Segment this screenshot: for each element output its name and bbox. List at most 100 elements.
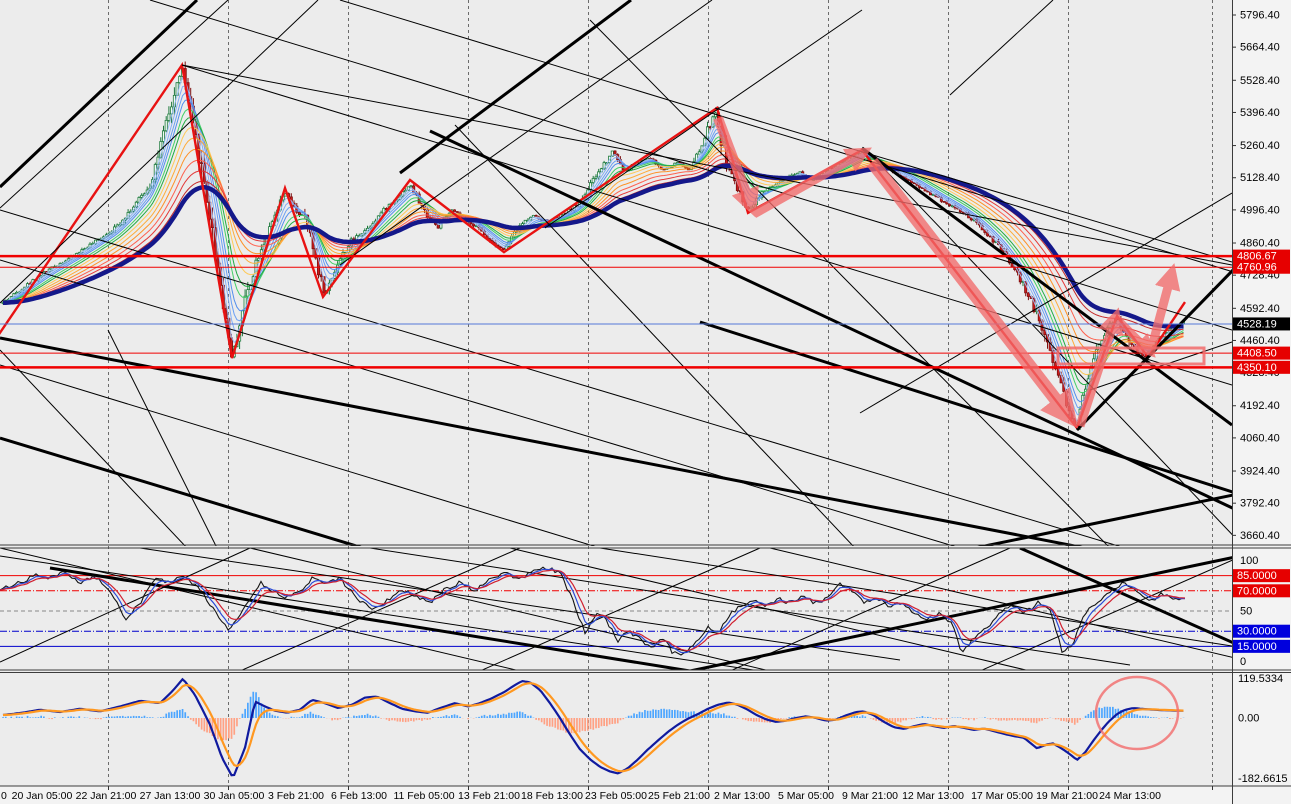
- oscillator-trendline[interactable]: [139, 547, 901, 661]
- trendline[interactable]: [0, 209, 1125, 548]
- time-axis-label[interactable]: 18 Feb 13:00: [521, 790, 583, 802]
- ema-line-p37: [2, 154, 1184, 343]
- price-badge-4528.19: 4528.19: [1237, 318, 1277, 330]
- ema-line-p5: [2, 85, 1184, 416]
- vertical-gridlines: [108, 0, 1213, 786]
- time-axis-label[interactable]: 9 Mar 21:00: [842, 790, 898, 802]
- time-axis-label[interactable]: 6 Feb 13:00: [331, 790, 387, 802]
- oscillator-badge-15-bg: [1233, 639, 1290, 653]
- trend-arrow[interactable]: [866, 158, 1079, 429]
- oscillator-trendline[interactable]: [979, 548, 1260, 671]
- highlight-rectangle[interactable]: [1056, 346, 1206, 366]
- trendline[interactable]: [714, 107, 1232, 263]
- time-axis-label[interactable]: 23 Feb 05:00: [585, 790, 647, 802]
- trendline[interactable]: [0, 436, 363, 548]
- oscillator-badge-30-bg: [1233, 624, 1290, 638]
- trendline[interactable]: [339, 0, 1240, 274]
- time-axis-label[interactable]: 30 Jan 05:00: [204, 790, 265, 802]
- trendline[interactable]: [589, 19, 1110, 548]
- price-badge-4760.96: 4760.96: [1237, 262, 1277, 274]
- price-axis-label: 5396.40: [1240, 107, 1280, 119]
- time-axis-label[interactable]: 13 Feb 21:00: [458, 790, 520, 802]
- price-axis-label: 5664.40: [1240, 42, 1280, 54]
- trendline[interactable]: [0, 364, 600, 548]
- stochastic-signal-line: [0, 568, 1185, 654]
- price-axis-label: 5528.40: [1240, 75, 1280, 87]
- trendline[interactable]: [0, 0, 319, 304]
- highlight-ellipse[interactable]: [1094, 675, 1180, 751]
- histogram-axis-label: 0.00: [1238, 713, 1259, 725]
- oscillator-trendline[interactable]: [729, 547, 1011, 671]
- price-axis-label: 5128.40: [1240, 172, 1280, 184]
- oscillator-axis-label-0: 0: [1240, 656, 1246, 668]
- time-axis-label[interactable]: 20 Jan 05:00: [12, 790, 73, 802]
- time-axis-label[interactable]: 12 Mar 13:00: [902, 790, 964, 802]
- oscillator-pane: [2, 677, 1185, 777]
- price-axis-label: 3792.40: [1240, 498, 1280, 510]
- ema-line-p3: [2, 76, 1184, 423]
- trendline[interactable]: [0, 259, 960, 548]
- price-axis-label: 5796.40: [1240, 10, 1280, 22]
- oscillator-trendline[interactable]: [0, 547, 521, 671]
- pane-separators: [0, 544, 1291, 787]
- trendline[interactable]: [949, 0, 1054, 96]
- oscillator-trendline[interactable]: [1019, 547, 1290, 668]
- trendline[interactable]: [454, 124, 855, 548]
- oscillator-trendline[interactable]: [509, 547, 1031, 671]
- time-axis-label[interactable]: 11 Feb 05:00: [393, 790, 454, 802]
- price-badge-4760.96-bg: [1233, 260, 1290, 274]
- time-axis-label[interactable]: 3 Feb 21:00: [268, 790, 324, 802]
- trendline[interactable]: [975, 493, 1243, 548]
- histogram-axis-label: -182.6615: [1238, 773, 1288, 785]
- oscillator-slow-line: [2, 682, 1184, 773]
- time-axis-label[interactable]: 2 Mar 13:00: [714, 790, 770, 802]
- oscillator-trendline[interactable]: [369, 547, 1131, 666]
- time-axis-label[interactable]: 25 Feb 21:00: [648, 790, 710, 802]
- trendline[interactable]: [0, 349, 187, 548]
- trendline[interactable]: [0, 336, 1085, 548]
- price-badge-4528.19-bg: [1233, 317, 1290, 331]
- stochastic-smooth-line: [0, 569, 1186, 652]
- trend-arrows-layer: [713, 116, 1181, 429]
- trendline[interactable]: [399, 0, 632, 175]
- oscillator-badge-85-bg: [1233, 569, 1290, 583]
- time-axis-label[interactable]: 24 Mar 13:00: [1099, 790, 1161, 802]
- time-axis-label[interactable]: 22 Jan 21:00: [76, 790, 137, 802]
- price-axis: 5796.40 5664.40 5528.40 5396.40 5260.40 5128.…: [1232, 10, 1290, 785]
- trendline[interactable]: [0, 0, 199, 189]
- time-axis-label[interactable]: 27 Jan 13:00: [140, 790, 201, 802]
- trendline[interactable]: [0, 0, 229, 209]
- trendline[interactable]: [339, 0, 713, 266]
- time-axis-label[interactable]: 5 Mar 05:00: [778, 790, 834, 802]
- price-axis-label: 4192.40: [1240, 400, 1280, 412]
- oscillator-trendline[interactable]: [0, 547, 251, 663]
- trendline[interactable]: [859, 192, 1232, 414]
- oscillator-trendline[interactable]: [0, 555, 761, 671]
- trend-arrow[interactable]: [1145, 263, 1181, 356]
- trendline[interactable]: [149, 0, 1232, 331]
- trend-arrow[interactable]: [1075, 307, 1124, 428]
- price-badge-4408.5: 4408.50: [1237, 348, 1277, 360]
- trendline[interactable]: [181, 64, 1232, 266]
- oscillator-trendline[interactable]: [599, 547, 1290, 655]
- oscillator-badge-70: 70.0000: [1237, 585, 1277, 597]
- price-axis-label: 4592.40: [1240, 303, 1280, 315]
- trend-arrow[interactable]: [713, 116, 759, 218]
- time-axis-label[interactable]: 19 Mar 21:00: [1036, 790, 1098, 802]
- time-axis-label[interactable]: 17 Mar 05:00: [971, 790, 1033, 802]
- trend-arrow[interactable]: [1115, 317, 1156, 358]
- oscillator-axis-label-100: 100: [1240, 555, 1258, 567]
- trendline[interactable]: [861, 146, 1232, 427]
- oscillator-trendline[interactable]: [479, 547, 761, 671]
- oscillator-trendline[interactable]: [239, 547, 521, 671]
- price-axis-label: 4460.40: [1240, 335, 1280, 347]
- trendline[interactable]: [181, 64, 1232, 386]
- price-axis-label: 3660.40: [1240, 530, 1280, 542]
- trendline[interactable]: [1089, 341, 1232, 391]
- oscillator-badge-85: 85.0000: [1237, 570, 1277, 582]
- oscillator-trendline[interactable]: [689, 556, 1240, 671]
- trendline[interactable]: [699, 320, 1242, 495]
- trend-arrow[interactable]: [751, 147, 872, 218]
